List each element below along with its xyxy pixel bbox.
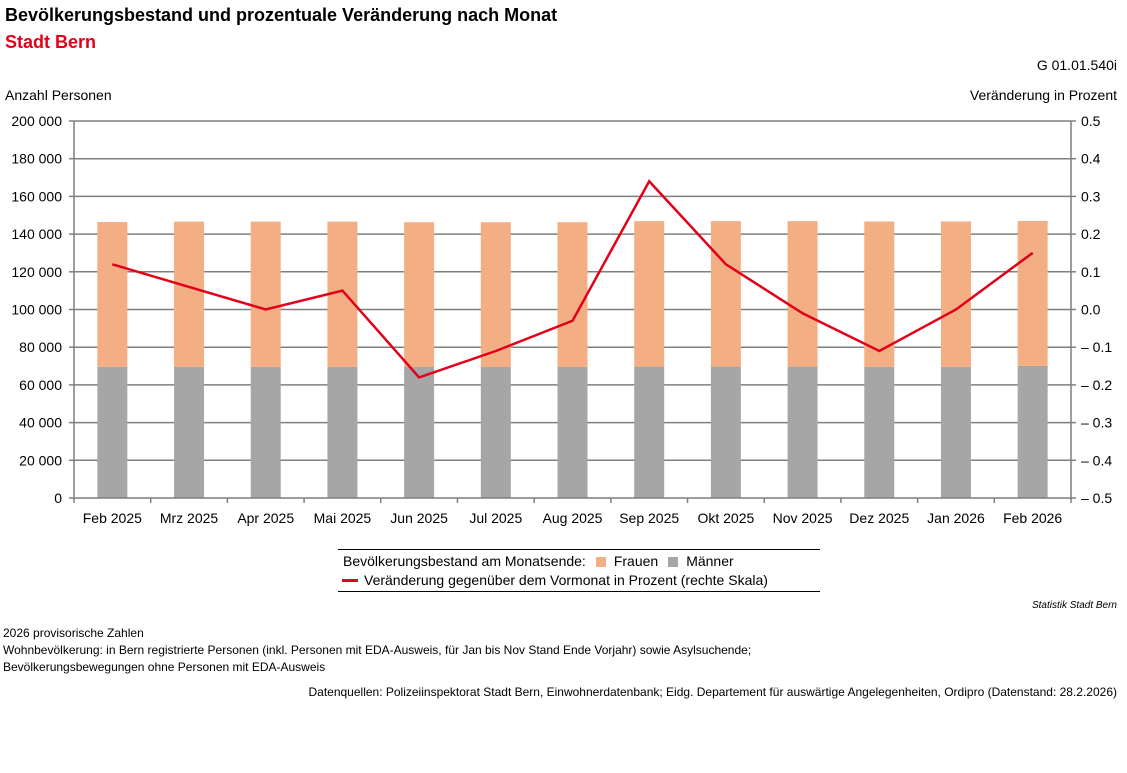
legend-label-maenner: Männer [686,553,734,569]
y2-tick-label: 0.0 [1081,302,1101,318]
y-tick-label: 160 000 [11,188,62,204]
x-tick-label: Sep 2025 [619,510,679,526]
legend-row-line: Veränderung gegenüber dem Vormonat in Pr… [338,571,820,590]
footnotes: 2026 provisorische Zahlen Wohnbevölkerun… [3,625,751,676]
legend-swatch-line [342,579,358,582]
legend-swatch-frauen [595,556,606,567]
y-axis-right-label: Veränderung in Prozent [969,87,1117,103]
bar-maenner [327,366,358,498]
bar-frauen [250,221,281,367]
x-tick-label: Feb 2026 [1003,510,1062,526]
x-tick-label: Feb 2025 [83,510,142,526]
bar-frauen [557,222,588,367]
y2-tick-label: – 0.4 [1081,452,1112,468]
bar-maenner [404,366,435,498]
y2-tick-label: – 0.2 [1081,377,1112,393]
legend-prefix: Bevölkerungsbestand am Monatsende: [343,553,586,569]
bar-frauen [1017,220,1048,366]
bar-frauen [404,222,435,367]
y-tick-label: 40 000 [19,415,62,431]
y2-tick-label: – 0.5 [1081,490,1112,506]
bar-maenner [557,366,588,498]
bar-frauen [97,222,128,367]
y2-tick-label: 0.4 [1081,151,1101,167]
x-tick-label: Jun 2025 [390,510,448,526]
bar-maenner [174,366,205,498]
legend-label-line: Veränderung gegenüber dem Vormonat in Pr… [364,572,768,588]
bar-maenner [940,366,971,498]
footnote: Wohnbevölkerung: in Bern registrierte Pe… [3,643,752,657]
y2-tick-label: 0.3 [1081,188,1101,204]
y-tick-label: 100 000 [11,302,62,318]
y-tick-label: 80 000 [19,339,62,355]
bar-maenner [97,366,128,498]
chart-title: Bevölkerungsbestand und prozentuale Verä… [5,5,558,25]
x-tick-label: Dez 2025 [849,510,909,526]
y-tick-label: 20 000 [19,452,62,468]
x-tick-label: Apr 2025 [237,510,294,526]
x-tick-label: Mai 2025 [314,510,372,526]
legend-label-frauen: Frauen [613,553,659,569]
bar-frauen [864,221,895,367]
legend-swatch-maenner [668,556,679,567]
bar-maenner [864,366,895,498]
bar-frauen [634,221,665,367]
bar-maenner [1017,365,1048,498]
bar-frauen [787,221,818,367]
bar-maenner [787,366,818,498]
bar-frauen [940,221,971,367]
bar-frauen [480,222,511,367]
y-tick-label: 120 000 [11,264,62,280]
bar-maenner [710,366,741,498]
footnote: Bevölkerungsbewegungen ohne Personen mit… [3,660,326,674]
y2-tick-label: 0.1 [1081,264,1101,280]
chart-subtitle: Stadt Bern [5,32,97,52]
y-tick-label: 200 000 [11,113,62,129]
chart-canvas: 0 20 000 40 000 60 000 80 000 100 000 120 000 1… [11,113,1112,526]
bar-frauen [710,221,741,367]
x-tick-label: Okt 2025 [697,510,754,526]
data-sources: Datenquellen: Polizeiinspektorat Stadt B… [308,685,1117,699]
y2-tick-label: 0.2 [1081,226,1101,242]
legend-row-bars: Bevölkerungsbestand am Monatsende: Fraue… [338,552,820,571]
y-axis-left-label: Anzahl Personen [5,87,112,103]
x-tick-label: Jan 2026 [927,510,985,526]
x-tick-label: Jul 2025 [469,510,522,526]
x-tick-label: Mrz 2025 [160,510,219,526]
y2-tick-label: – 0.1 [1081,339,1112,355]
legend: Bevölkerungsbestand am Monatsende: Fraue… [338,549,820,592]
y2-tick-label: – 0.3 [1081,415,1112,431]
bar-frauen [174,221,205,367]
y2-tick-label: 0.5 [1081,113,1101,129]
y-tick-label: 0 [54,490,62,506]
y-tick-label: 180 000 [11,151,62,167]
graphic-code: G 01.01.540i [1036,57,1117,73]
bar-maenner [250,366,281,498]
x-tick-label: Aug 2025 [543,510,603,526]
footnote: 2026 provisorische Zahlen [3,626,144,640]
y-tick-label: 60 000 [19,377,62,393]
bar-maenner [480,366,511,498]
source-organization: Statistik Stadt Bern [1031,600,1117,611]
x-tick-label: Nov 2025 [773,510,833,526]
bar-maenner [634,366,665,498]
y-tick-label: 140 000 [11,226,62,242]
